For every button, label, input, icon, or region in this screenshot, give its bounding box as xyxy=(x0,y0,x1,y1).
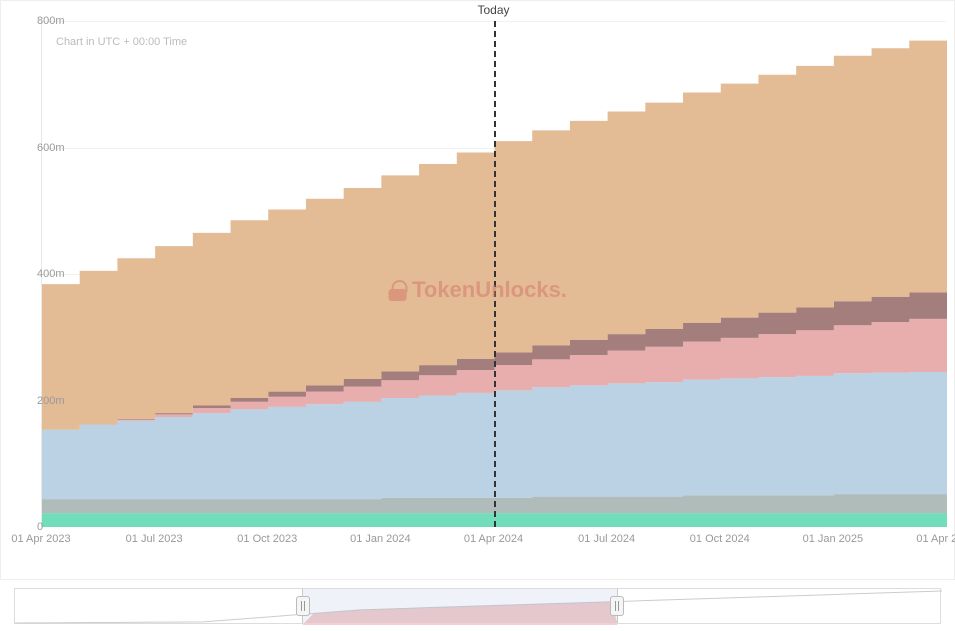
x-tick-label: 01 Jul 2023 xyxy=(126,533,183,545)
chart-container: 0 200m 400m 600m 800m 01 Apr 2023 01 Jul 2023… xyxy=(0,0,955,580)
y-tick-label: 200m xyxy=(37,395,41,407)
x-tick-label: 01 Apr 2023 xyxy=(11,533,70,545)
x-tick-label: 01 Jul 2024 xyxy=(578,533,635,545)
today-marker-line xyxy=(494,21,496,527)
y-tick-label: 400m xyxy=(37,268,41,280)
utc-note: Chart in UTC + 00:00 Time xyxy=(56,36,187,48)
x-tick-label: 01 Jan 2024 xyxy=(350,533,411,545)
today-marker-label: Today xyxy=(477,3,509,17)
brush-handle-right[interactable] xyxy=(610,596,624,616)
x-tick-label: 01 Apr 2024 xyxy=(464,533,523,545)
brush-handle-left[interactable] xyxy=(296,596,310,616)
y-tick-label: 0 xyxy=(37,521,41,533)
y-tick-label: 800m xyxy=(37,15,41,27)
x-tick-label: 01 Oct 2024 xyxy=(690,533,750,545)
x-tick-label: 01 Apr 2025 xyxy=(916,533,955,545)
range-brush[interactable] xyxy=(14,588,941,624)
y-tick-label: 600m xyxy=(37,142,41,154)
x-tick-label: 01 Oct 2023 xyxy=(237,533,297,545)
brush-selection[interactable] xyxy=(302,589,617,623)
x-tick-label: 01 Jan 2025 xyxy=(803,533,864,545)
